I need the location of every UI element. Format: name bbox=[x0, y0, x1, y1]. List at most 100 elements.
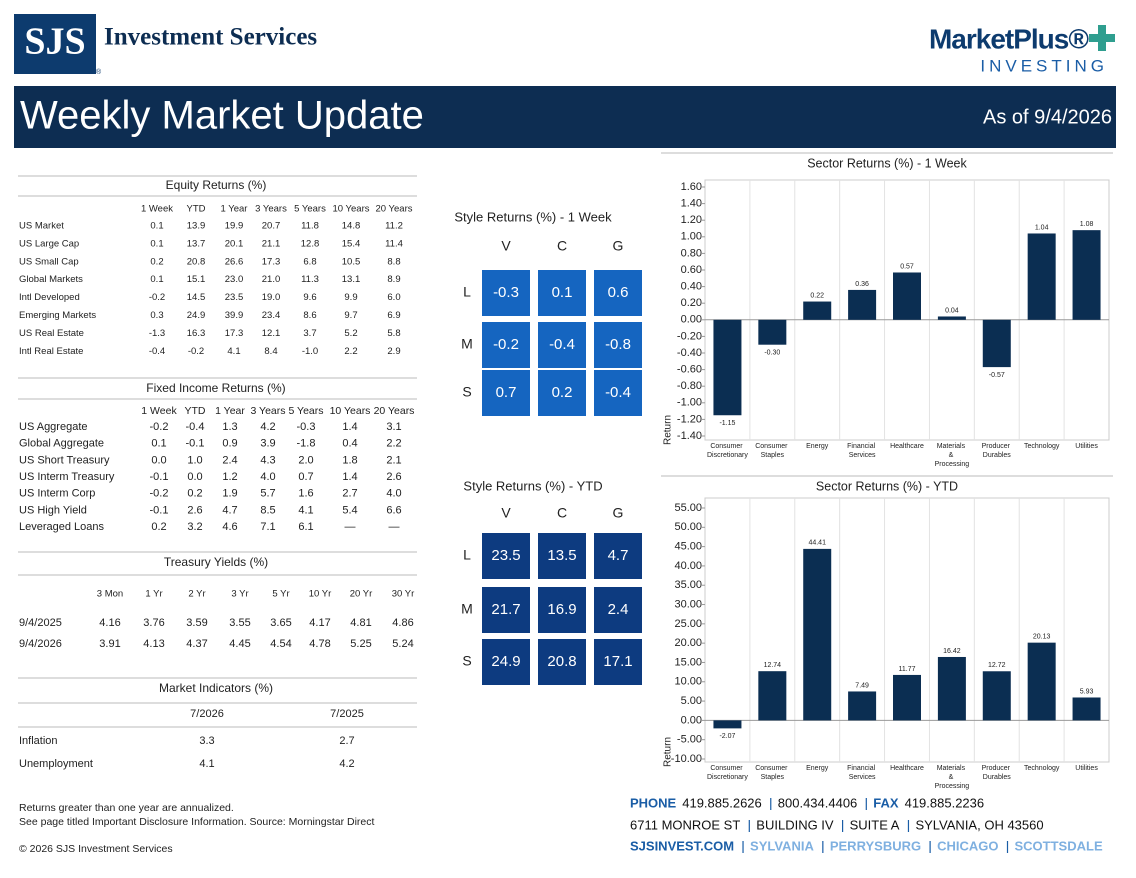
row-label: Intl Real Estate bbox=[19, 346, 83, 357]
style-row: L bbox=[463, 547, 471, 563]
cell: 21.0 bbox=[262, 274, 281, 285]
column-header: 10 Yr bbox=[309, 589, 332, 600]
value-label: 0.57 bbox=[900, 263, 914, 270]
cell: 4.1 bbox=[199, 758, 214, 770]
cell: 12.1 bbox=[262, 328, 281, 339]
y-axis-label: Return bbox=[663, 415, 674, 445]
cell: 12.8 bbox=[301, 238, 320, 249]
y-tick-label: -1.20 bbox=[677, 413, 702, 425]
x-tick-label: Financial Services bbox=[847, 765, 877, 781]
table-title: Equity Returns (%) bbox=[166, 178, 267, 192]
cell: 20.1 bbox=[225, 238, 244, 249]
x-tick-label: Energy bbox=[806, 443, 829, 450]
style-box bbox=[594, 587, 642, 633]
row-label: Intl Developed bbox=[19, 292, 80, 303]
row-label: 9/4/2025 bbox=[19, 617, 62, 629]
y-tick-label: -0.40 bbox=[677, 347, 702, 359]
row-label: US Interm Corp bbox=[19, 488, 95, 500]
cell: 14.5 bbox=[187, 292, 206, 303]
cell: 20.7 bbox=[262, 221, 281, 232]
cell: -0.1 bbox=[150, 471, 169, 483]
bar bbox=[1072, 230, 1101, 320]
style-column: G bbox=[613, 505, 624, 521]
cell: 3.59 bbox=[186, 617, 207, 629]
row-label: US Market bbox=[19, 221, 64, 232]
column-header: 20 Years bbox=[374, 405, 415, 417]
cell: 0.1 bbox=[150, 274, 163, 285]
column-header: 3 Mon bbox=[97, 589, 123, 600]
y-tick-label: 50.00 bbox=[674, 521, 702, 533]
style-value: -0.2 bbox=[493, 336, 519, 353]
column-header: 5 Years bbox=[294, 204, 326, 215]
value-label: -0.30 bbox=[764, 350, 780, 357]
y-tick-label: 0.00 bbox=[681, 714, 702, 726]
website: SJSINVEST.COM bbox=[630, 838, 734, 853]
x-tick-line: Financial bbox=[847, 443, 877, 450]
cell: 23.4 bbox=[262, 310, 281, 321]
x-tick-label: Healthcare bbox=[890, 443, 924, 450]
style-column: V bbox=[501, 505, 511, 521]
style-value: 0.7 bbox=[496, 384, 517, 401]
x-tick-label: Consumer Discretionary bbox=[707, 443, 748, 459]
column-header: 20 Years bbox=[376, 204, 413, 215]
row-label: Unemployment bbox=[19, 758, 93, 770]
cell: 4.86 bbox=[392, 617, 413, 629]
x-tick-line: Producer bbox=[982, 765, 1012, 772]
bar bbox=[982, 319, 1011, 368]
x-tick-label: Producer Durables bbox=[982, 443, 1012, 459]
cell: 7.1 bbox=[260, 521, 275, 533]
cell: 10.5 bbox=[342, 256, 361, 267]
cell: 2.7 bbox=[339, 735, 354, 747]
cell: 5.24 bbox=[392, 638, 413, 650]
style-box bbox=[482, 533, 530, 579]
cell: 3.55 bbox=[229, 617, 250, 629]
plot-frame bbox=[704, 179, 1110, 441]
cell: 19.9 bbox=[225, 221, 244, 232]
style-box bbox=[538, 639, 586, 685]
x-tick-line: Energy bbox=[806, 765, 829, 772]
bar bbox=[803, 548, 832, 721]
x-tick-line: Utilities bbox=[1075, 443, 1098, 450]
cell: 4.54 bbox=[270, 638, 291, 650]
table-title: Market Indicators (%) bbox=[159, 681, 273, 695]
cell: 9.7 bbox=[344, 310, 357, 321]
value-label: 5.93 bbox=[1080, 688, 1094, 695]
column-header: 7/2026 bbox=[190, 708, 224, 720]
row-label: US Interm Treasury bbox=[19, 471, 115, 483]
style-box bbox=[538, 533, 586, 579]
x-tick-line: Processing bbox=[935, 461, 970, 468]
bar bbox=[758, 671, 787, 721]
cell: 0.0 bbox=[187, 471, 202, 483]
cell: — bbox=[389, 521, 400, 533]
copyright: © 2026 SJS Investment Services bbox=[19, 843, 173, 855]
y-tick-label: -0.60 bbox=[677, 364, 702, 376]
x-tick-line: Consumer bbox=[710, 765, 744, 772]
cell: 11.3 bbox=[301, 274, 319, 285]
style-value: 4.7 bbox=[608, 547, 629, 564]
y-tick-label: 0.00 bbox=[681, 314, 702, 326]
style-value: 0.6 bbox=[608, 284, 629, 301]
style-row: L bbox=[463, 284, 471, 300]
bar bbox=[893, 674, 921, 721]
partner: MarketPlus® bbox=[929, 23, 1089, 54]
location: SCOTTSDALE bbox=[1015, 838, 1103, 853]
cell: 11.4 bbox=[385, 238, 403, 249]
cell: -1.0 bbox=[302, 346, 318, 357]
value-label: 0.04 bbox=[945, 307, 959, 314]
style-value: 24.9 bbox=[491, 653, 520, 670]
bar bbox=[982, 671, 1011, 721]
style-column: V bbox=[501, 238, 511, 254]
cell: -0.2 bbox=[149, 292, 165, 303]
x-tick-line: Utilities bbox=[1075, 765, 1098, 772]
page-title: Weekly Market Update bbox=[20, 94, 424, 138]
x-tick-line: Technology bbox=[1024, 443, 1060, 450]
column-header: 20 Yr bbox=[350, 589, 373, 600]
cell: 3.9 bbox=[260, 438, 275, 450]
x-tick-line: Consumer bbox=[710, 443, 744, 450]
y-tick-label: -1.40 bbox=[677, 430, 702, 442]
y-tick-label: 55.00 bbox=[674, 502, 702, 514]
cell: 21.1 bbox=[262, 238, 281, 249]
cell: 0.2 bbox=[150, 256, 163, 267]
style-value: 21.7 bbox=[491, 601, 520, 618]
address: SYLVANIA, OH 43560 bbox=[915, 817, 1043, 832]
